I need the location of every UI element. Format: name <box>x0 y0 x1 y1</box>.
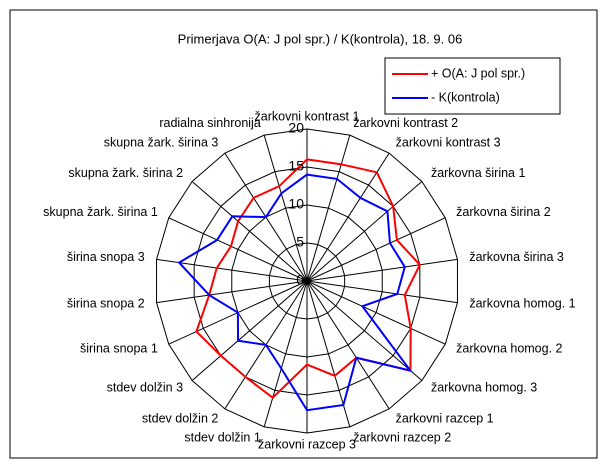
spoke <box>191 181 308 282</box>
category-label: žarkovna homog. 1 <box>469 297 575 311</box>
spoke <box>306 280 458 304</box>
spoke <box>263 280 308 427</box>
spoke <box>263 135 308 282</box>
spoke <box>306 280 423 381</box>
category-label: širina snopa 3 <box>67 250 145 264</box>
series-line <box>177 173 413 412</box>
category-label: stdev dolžin 2 <box>142 411 218 425</box>
r-tick-label: 0 <box>296 272 304 288</box>
r-tick-label: 5 <box>296 234 304 250</box>
category-label: skupna žark. širina 3 <box>104 135 219 149</box>
spoke <box>191 280 308 381</box>
legend-box <box>384 57 561 115</box>
category-label: žarkovna homog. 2 <box>456 341 562 355</box>
category-label: radialna sinhronija <box>159 116 261 130</box>
spoke <box>306 217 446 282</box>
r-tick-label: 20 <box>288 120 304 136</box>
category-label: žarkovni razcep 1 <box>396 411 494 425</box>
category-label: žarkovni razcep 2 <box>353 431 451 445</box>
category-label: žarkovni kontrast 3 <box>396 135 501 149</box>
spoke <box>306 280 351 427</box>
legend-label: - K(kontrola) <box>431 90 500 104</box>
category-label: žarkovna širina 3 <box>469 250 564 264</box>
category-label: stdev dolžin 1 <box>184 431 260 445</box>
spoke <box>168 217 308 282</box>
spoke <box>306 152 390 282</box>
category-label: skupna žark. širina 2 <box>68 166 183 180</box>
category-label: žarkovni kontrast 1 <box>255 109 360 123</box>
category-label: žarkovni razcep 3 <box>258 437 356 451</box>
legend-label: + O(A: J pol spr.) <box>431 66 525 80</box>
category-label: širina snopa 2 <box>67 297 145 311</box>
category-label: skupna žark. širina 1 <box>43 205 158 219</box>
chart-title: Primerjava O(A: J pol spr.) / K(kontrola… <box>178 31 463 46</box>
category-label: žarkovna širina 1 <box>431 166 526 180</box>
series-line <box>195 158 422 399</box>
spoke <box>156 258 308 282</box>
category-label: stdev dolžin 3 <box>107 381 183 395</box>
spoke <box>306 135 351 282</box>
category-label: žarkovni kontrast 2 <box>353 116 458 130</box>
category-label: žarkovna širina 2 <box>456 205 551 219</box>
spoke <box>306 280 390 410</box>
category-label: žarkovna homog. 3 <box>431 381 537 395</box>
spoke <box>306 181 423 282</box>
spoke <box>156 280 308 304</box>
r-tick-label: 10 <box>288 196 304 212</box>
spoke <box>306 258 458 282</box>
category-label: širina snopa 1 <box>80 341 158 355</box>
spoke <box>306 280 446 345</box>
r-tick-label: 15 <box>288 158 304 174</box>
